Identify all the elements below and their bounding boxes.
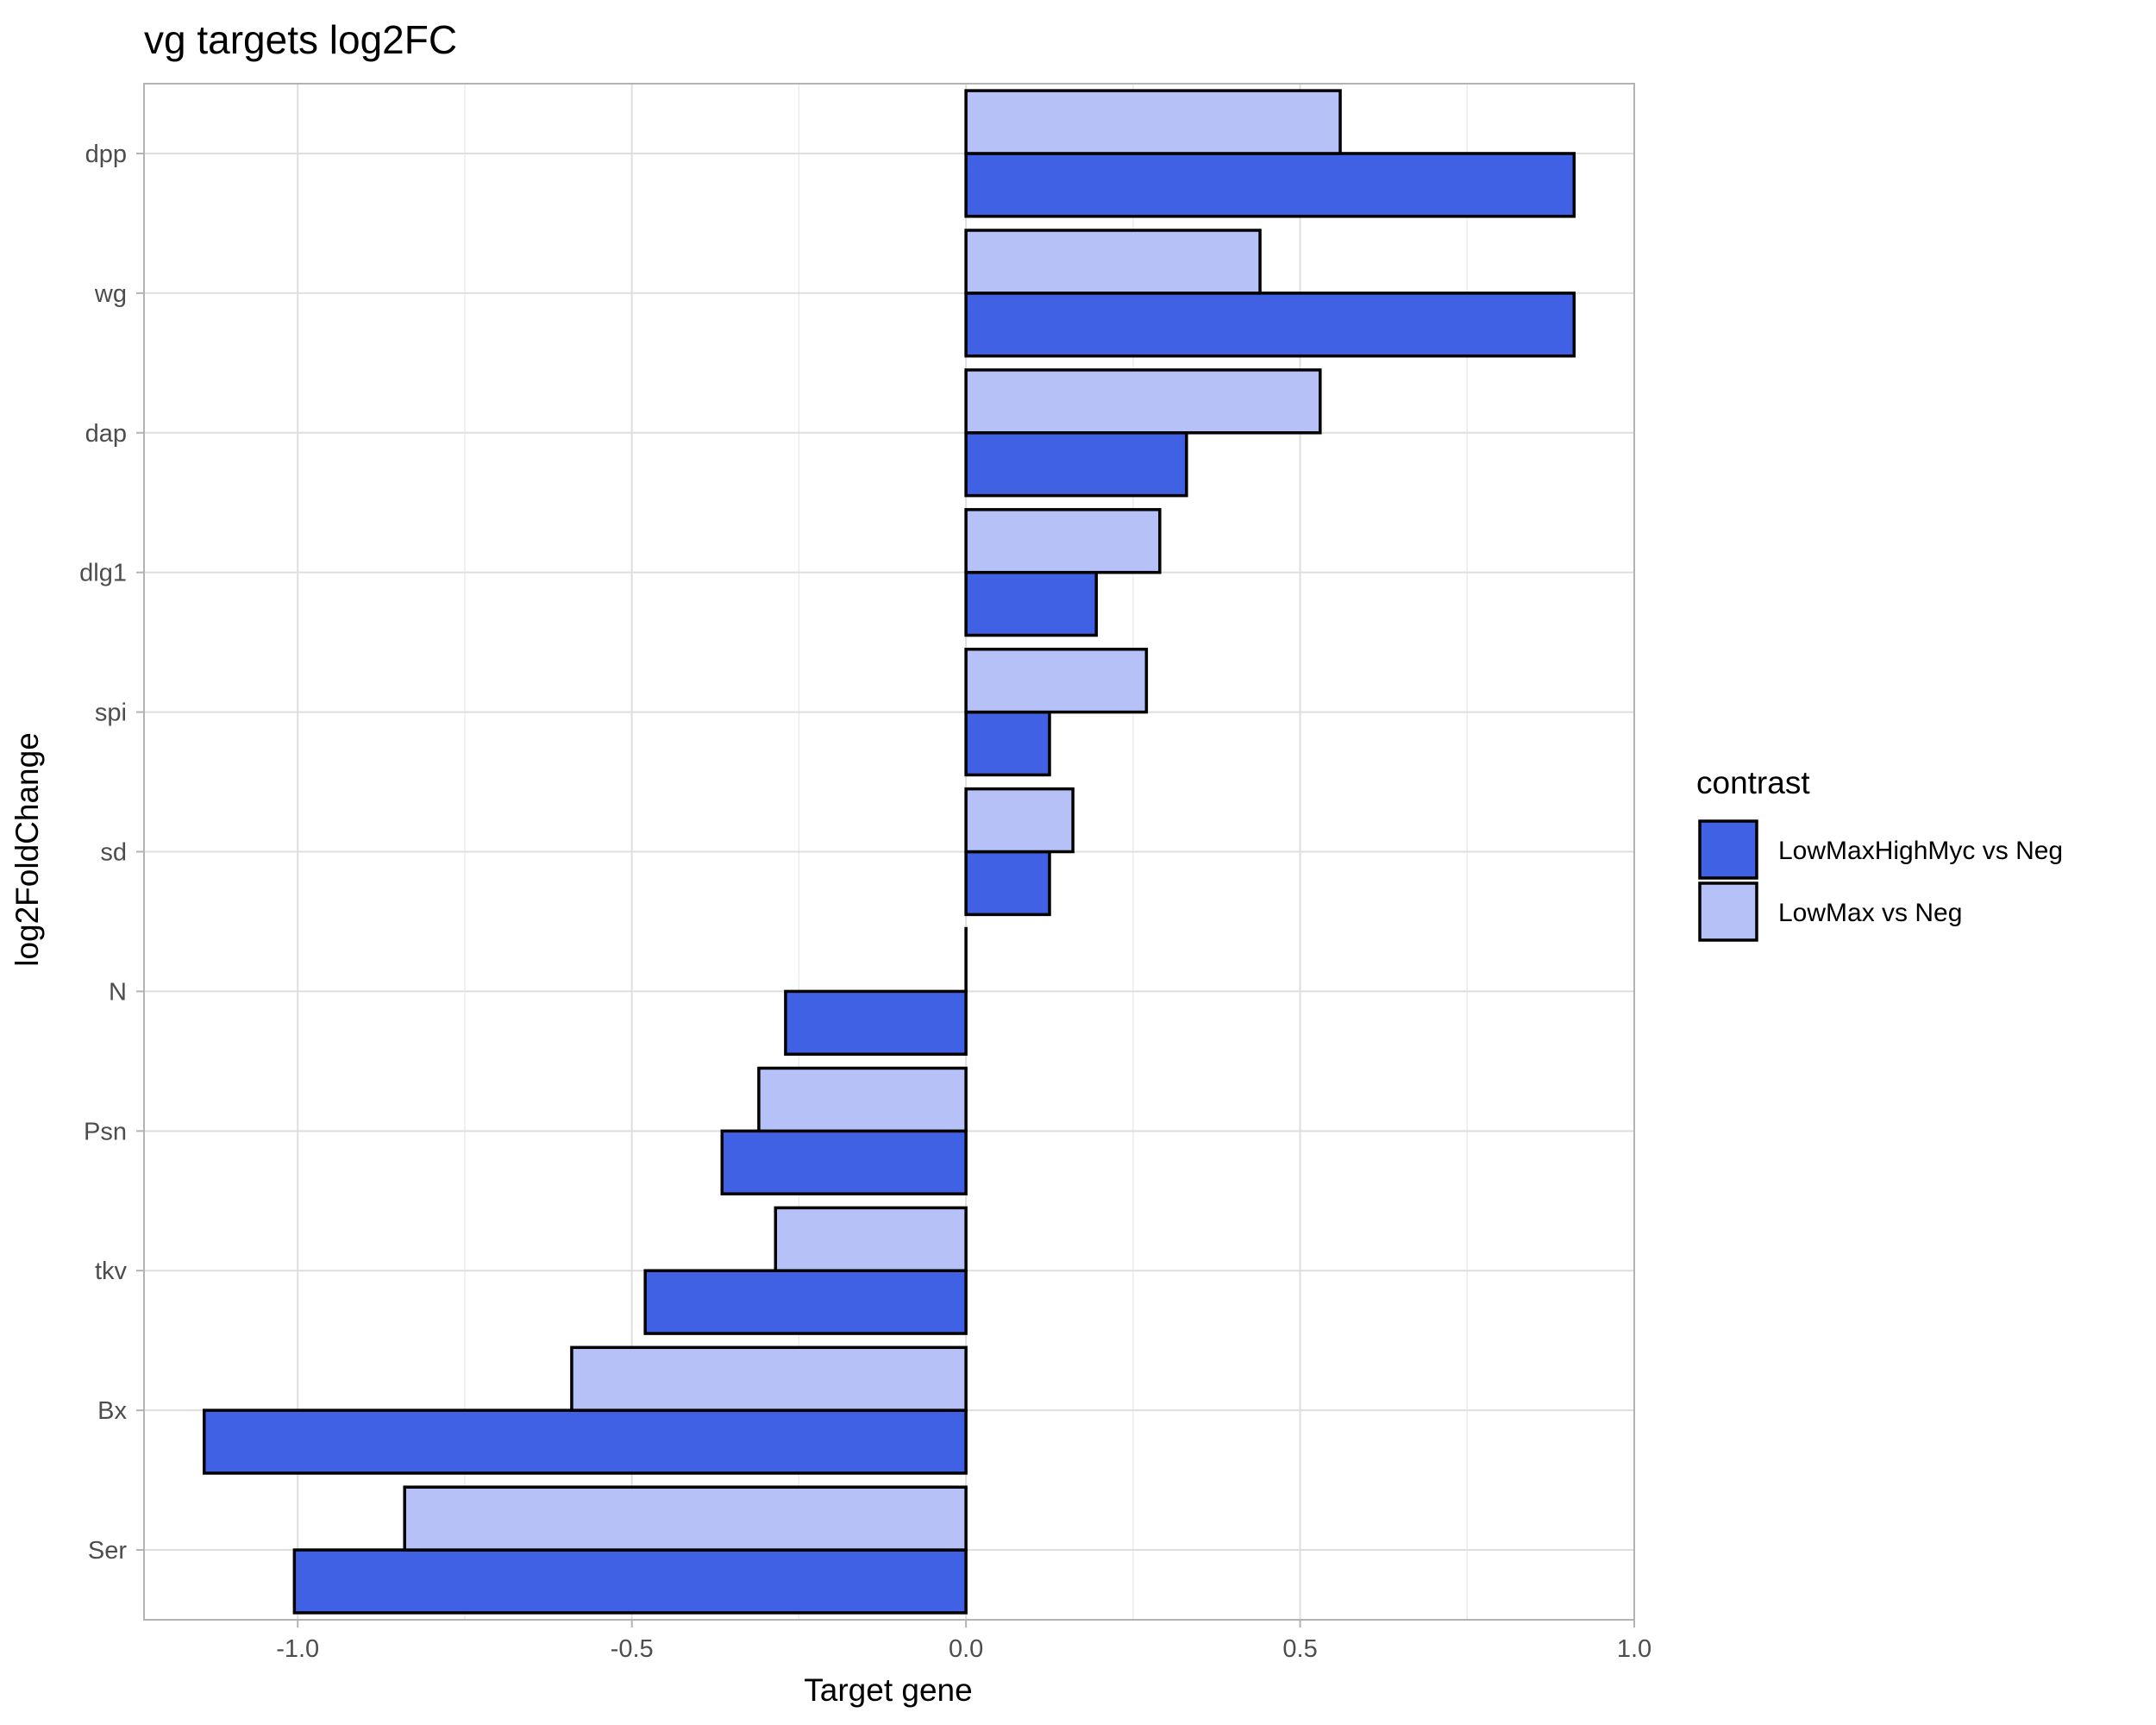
legend-key	[1698, 881, 1758, 942]
bar-Bx-lowmax	[570, 1346, 968, 1412]
y-tick-label: Psn	[84, 1118, 127, 1145]
x-axis-title: Target gene	[804, 1672, 972, 1708]
bar-sd-lowmax	[964, 787, 1075, 854]
bar-N-lowmaxhighmyc	[784, 989, 968, 1057]
x-tick-label: 0.0	[949, 1635, 983, 1663]
bar-dpp-lowmax	[964, 89, 1342, 155]
x-tick-label: -1.0	[276, 1635, 319, 1663]
bar-dap-lowmax	[964, 368, 1322, 435]
legend-label: LowMax vs Neg	[1778, 899, 1962, 927]
bar-dlg1-lowmaxhighmyc	[964, 570, 1098, 637]
y-axis-title: log2FoldChange	[9, 732, 45, 967]
y-tick-label: Ser	[88, 1537, 127, 1565]
plot-panel	[143, 83, 1635, 1621]
y-tick-label: spi	[95, 699, 127, 727]
legend-label: LowMaxHighMyc vs Neg	[1778, 837, 2063, 865]
bars	[202, 89, 1576, 1615]
y-tick-label: wg	[94, 280, 127, 308]
bar-tkv-lowmaxhighmyc	[643, 1269, 968, 1335]
y-tick-label: N	[109, 978, 127, 1006]
bar-Ser-lowmax	[403, 1485, 968, 1552]
bar-Ser-lowmaxhighmyc	[292, 1548, 968, 1615]
bar-Bx-lowmaxhighmyc	[202, 1408, 968, 1475]
bar-sd-lowmaxhighmyc	[964, 850, 1051, 917]
bar-dap-lowmaxhighmyc	[964, 431, 1188, 498]
legend-key	[1698, 819, 1758, 880]
x-tick-label: 1.0	[1617, 1635, 1651, 1663]
bar-dlg1-lowmax	[964, 508, 1162, 574]
y-tick-label: dap	[85, 420, 127, 448]
y-tick-label: sd	[100, 839, 127, 867]
y-tick-label: dlg1	[79, 560, 127, 587]
bar-spi-lowmax	[964, 647, 1149, 714]
x-tick-label: -0.5	[611, 1635, 654, 1663]
y-tick-label: tkv	[95, 1258, 128, 1285]
y-tick-label: dpp	[85, 141, 127, 168]
x-axis: -1.0 -0.5 0.0 0.5 1.0	[276, 1620, 1651, 1663]
legend-title: contrast	[1696, 765, 1810, 800]
bar-dpp-lowmaxhighmyc	[964, 152, 1576, 218]
y-axis: dpp wg dap dlg1 spi sd N Psn tkv Bx Ser	[79, 141, 144, 1565]
bar-wg-lowmaxhighmyc	[964, 292, 1576, 358]
x-tick-label: 0.5	[1282, 1635, 1317, 1663]
bar-Psn-lowmax	[757, 1066, 968, 1133]
y-tick-label: Bx	[97, 1397, 127, 1425]
bar-spi-lowmaxhighmyc	[964, 710, 1051, 777]
bar-tkv-lowmax	[774, 1206, 968, 1272]
chart-title: vg targets log2FC	[144, 17, 457, 62]
bar-Psn-lowmaxhighmyc	[720, 1129, 968, 1195]
bar-wg-lowmax	[964, 229, 1262, 295]
legend: contrast LowMaxHighMyc vs Neg LowMax vs N…	[1696, 765, 2063, 942]
